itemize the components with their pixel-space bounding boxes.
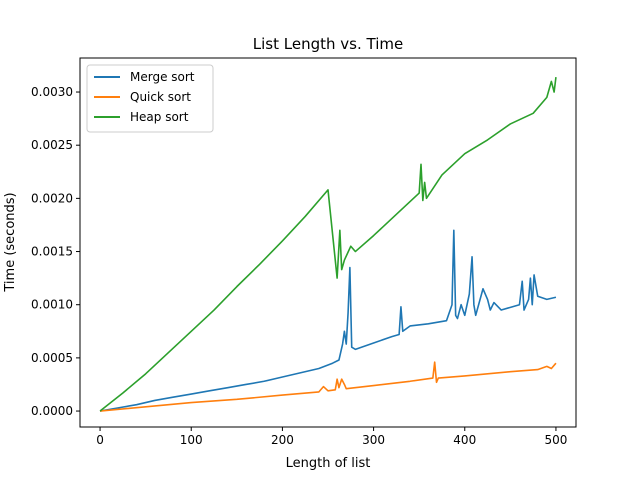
- legend: Merge sort Quick sort Heap sort: [86, 64, 214, 133]
- series-line-2: [99, 77, 557, 412]
- x-tick-label: 200: [271, 433, 294, 447]
- x-tick-label: 300: [362, 433, 385, 447]
- y-tick-label: 0.0020: [31, 191, 73, 205]
- y-axis-label: Time (seconds): [3, 192, 18, 292]
- x-tick-label: 0: [96, 433, 104, 447]
- legend-label-0: Merge sort: [130, 70, 195, 84]
- series-line-0: [99, 229, 557, 412]
- x-tick-label: 100: [180, 433, 203, 447]
- x-tick-label: 400: [453, 433, 476, 447]
- x-axis-ticks: 0 100 200 300 400 500: [96, 427, 567, 447]
- y-tick-label: 0.0010: [31, 298, 73, 312]
- y-tick-label: 0.0005: [31, 351, 73, 365]
- legend-box: [86, 64, 214, 133]
- chart-title: List Length vs. Time: [253, 35, 403, 53]
- x-tick-label: 500: [544, 433, 567, 447]
- legend-items: Merge sort Quick sort Heap sort: [94, 70, 195, 124]
- legend-label-1: Quick sort: [130, 90, 191, 104]
- y-tick-label: 0.0025: [31, 138, 73, 152]
- y-tick-label: 0.0000: [31, 404, 73, 418]
- y-tick-label: 0.0015: [31, 245, 73, 259]
- y-tick-label: 0.0030: [31, 85, 73, 99]
- series-layer: [99, 77, 557, 412]
- legend-label-2: Heap sort: [130, 110, 189, 124]
- x-axis-label: Length of list: [286, 456, 371, 471]
- plot-frame: [79, 57, 577, 428]
- y-axis-ticks: 0.0000 0.0005 0.0010 0.0015 0.0020 0.0025 0.00…: [31, 85, 80, 418]
- series-line-1: [99, 361, 557, 412]
